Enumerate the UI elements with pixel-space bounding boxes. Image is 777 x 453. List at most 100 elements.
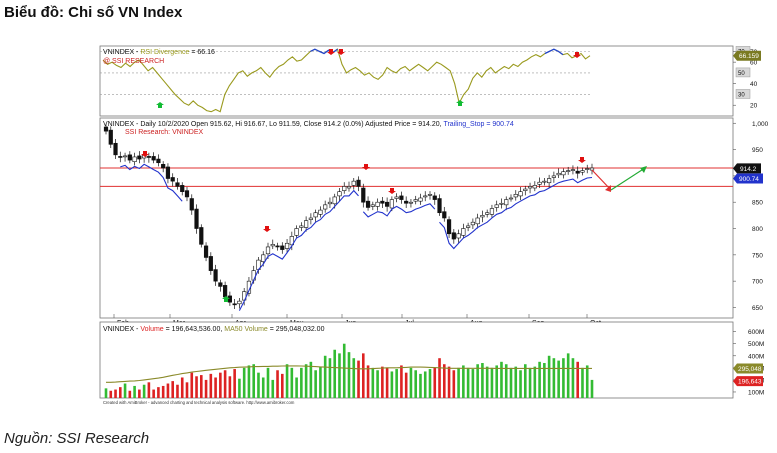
projection-up-head bbox=[640, 166, 647, 173]
volume-bar bbox=[562, 358, 565, 398]
volume-bar bbox=[428, 369, 432, 398]
price-candle-body bbox=[566, 170, 571, 172]
volume-bar bbox=[419, 373, 422, 398]
volume-bar bbox=[271, 379, 275, 398]
price-candle-body bbox=[404, 200, 409, 204]
volume-bar bbox=[552, 358, 556, 398]
volume-ma50-line bbox=[106, 365, 592, 383]
volume-bar bbox=[585, 365, 589, 398]
volume-bar bbox=[319, 366, 322, 398]
volume-legend-ma-name: MA50 Volume bbox=[224, 326, 268, 333]
volume-bar bbox=[485, 366, 489, 398]
volume-bar bbox=[457, 367, 460, 398]
price-tick-label: 700 bbox=[752, 279, 763, 286]
price-candle-body bbox=[180, 185, 185, 192]
volume-bar bbox=[395, 369, 398, 398]
volume-bar bbox=[476, 364, 479, 398]
price-candle-body bbox=[408, 201, 414, 204]
rsi-panel-frame bbox=[99, 45, 734, 117]
price-candle-body bbox=[175, 182, 180, 187]
rsi-boxed-tick bbox=[735, 89, 751, 99]
price-candle-body bbox=[518, 191, 523, 197]
volume-bar bbox=[404, 372, 408, 398]
volume-bar bbox=[228, 376, 232, 398]
rsi-current-badge bbox=[733, 50, 761, 61]
volume-bar bbox=[514, 366, 518, 398]
volume-bar bbox=[352, 358, 356, 398]
rsi-legend-value: = 66.16 bbox=[189, 49, 215, 56]
volume-bar bbox=[118, 387, 122, 398]
price-tick-label: 950 bbox=[752, 147, 763, 154]
price-candle-body bbox=[132, 156, 137, 162]
volume-bar bbox=[466, 367, 470, 398]
price-candle-body bbox=[165, 166, 171, 179]
price-sell-arrow bbox=[362, 164, 370, 170]
rsi-current-label: 66.159 bbox=[739, 53, 759, 60]
price-candle-body bbox=[523, 188, 528, 191]
volume-bar bbox=[199, 375, 203, 398]
volume-bar bbox=[209, 373, 213, 398]
price-candle-body bbox=[442, 211, 447, 219]
price-candle-body bbox=[304, 220, 309, 228]
volume-bar bbox=[590, 379, 594, 398]
price-candle-body bbox=[556, 172, 561, 176]
price-candle-body bbox=[323, 204, 328, 210]
price-candle-body bbox=[513, 194, 518, 198]
volume-bar bbox=[276, 370, 279, 398]
volume-bar bbox=[233, 369, 236, 398]
volume-bar bbox=[414, 370, 418, 398]
price-tick-label: 1,000 bbox=[752, 121, 769, 128]
price-candle-body bbox=[170, 177, 175, 182]
price-candle-body bbox=[427, 194, 433, 196]
volume-bar bbox=[361, 353, 365, 398]
price-candle-body bbox=[161, 164, 166, 169]
price-candle-body bbox=[137, 155, 142, 160]
price-candle-body bbox=[361, 187, 366, 203]
price-candle-body bbox=[103, 126, 109, 132]
price-candle-body bbox=[337, 191, 342, 197]
price-candle-body bbox=[284, 242, 290, 249]
volume-bar bbox=[390, 371, 394, 398]
volume-tick-label: 600M bbox=[748, 329, 764, 336]
volume-tick-label: 500M bbox=[748, 341, 764, 348]
price-candle-body bbox=[327, 201, 333, 205]
price-candle-body bbox=[499, 202, 504, 205]
volume-bar bbox=[128, 390, 132, 398]
volume-bar bbox=[280, 373, 284, 398]
price-candle-body bbox=[199, 227, 204, 245]
rsi-buy-arrow bbox=[456, 100, 464, 106]
price-candle-body bbox=[122, 155, 128, 158]
volume-bar bbox=[447, 366, 451, 398]
price-candle-body bbox=[547, 178, 552, 184]
trailing-stop-line bbox=[120, 163, 593, 311]
volume-bar bbox=[504, 364, 508, 398]
price-candle-body bbox=[437, 198, 442, 214]
volume-bar bbox=[104, 388, 108, 398]
volume-bar bbox=[400, 365, 403, 398]
volume-bar bbox=[252, 364, 256, 398]
volume-bar bbox=[238, 378, 241, 398]
volume-bar bbox=[581, 367, 584, 398]
volume-ma-label: 295,048 bbox=[738, 366, 762, 373]
price-candle-body bbox=[118, 156, 123, 158]
price-tick-label: 650 bbox=[752, 305, 763, 312]
price-candle-body bbox=[184, 190, 190, 198]
price-candle-body bbox=[475, 217, 480, 225]
price-sell-arrow bbox=[578, 157, 586, 163]
price-candle-body bbox=[418, 197, 423, 202]
volume-bar bbox=[328, 358, 332, 398]
price-candle-body bbox=[508, 197, 514, 200]
price-candle-body bbox=[294, 228, 299, 236]
volume-bar bbox=[409, 367, 413, 398]
volume-bar bbox=[433, 367, 437, 398]
price-candle-body bbox=[394, 196, 399, 199]
footer-note: Created with AmiBroker - advanced charti… bbox=[103, 400, 295, 405]
price-candle-body bbox=[356, 179, 361, 187]
price-candle-body bbox=[480, 215, 485, 218]
volume-bar bbox=[257, 372, 260, 398]
volume-bar bbox=[214, 377, 217, 398]
volume-bar bbox=[438, 358, 441, 398]
projection-down-head bbox=[605, 185, 611, 192]
volume-bar bbox=[204, 379, 208, 398]
price-candle-body bbox=[108, 129, 113, 145]
